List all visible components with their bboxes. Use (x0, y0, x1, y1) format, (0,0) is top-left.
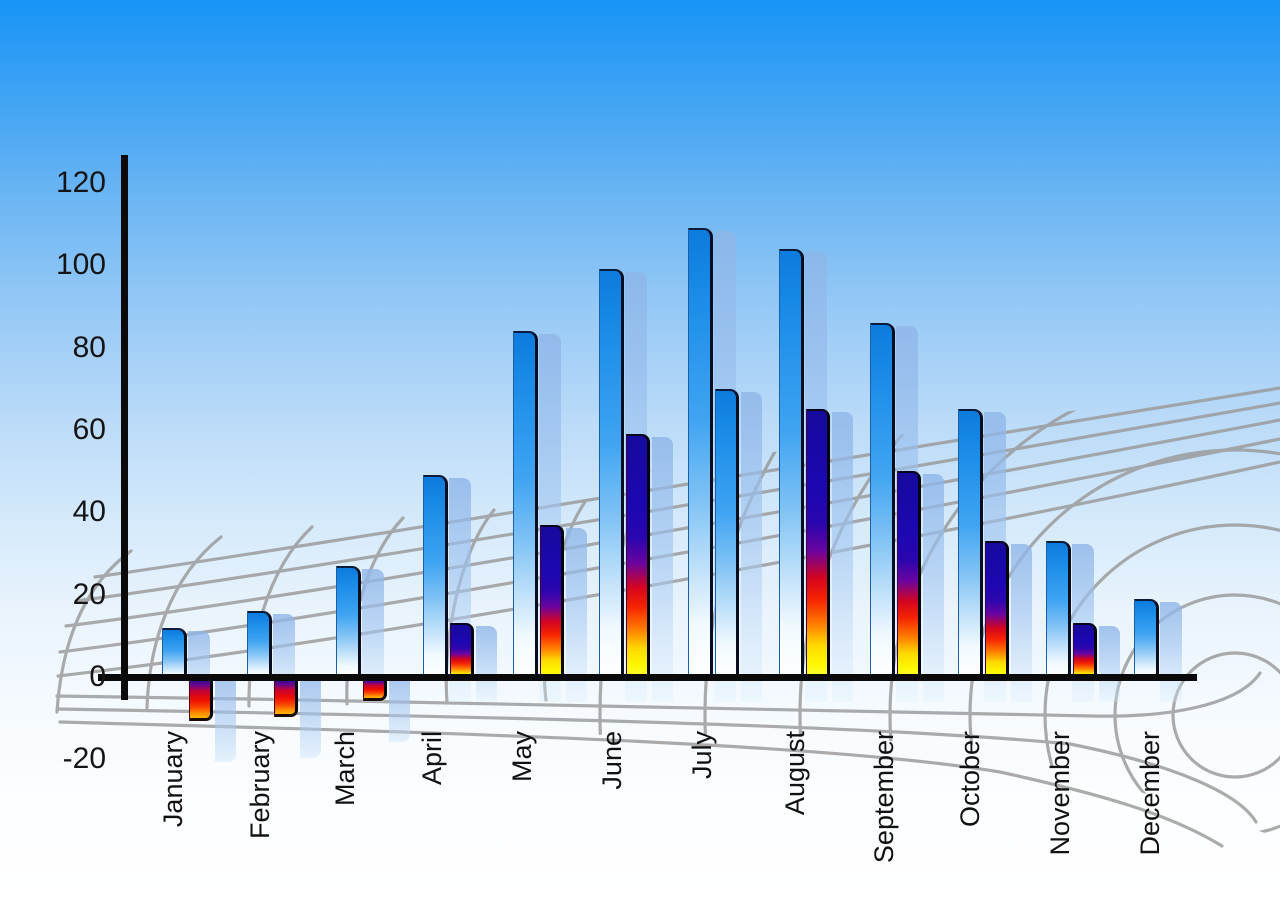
x-label-march: March (330, 731, 360, 807)
y-axis-line (121, 155, 128, 700)
bar-shadow-march-primary (362, 569, 384, 702)
x-label-may: May (507, 731, 537, 783)
x-label-april: April (417, 731, 447, 786)
bar-september-secondary (897, 471, 921, 680)
bar-shadow-february-secondary (300, 679, 321, 758)
bar-shadow-august-secondary (832, 412, 853, 702)
y-tick-label-100: 100 (55, 248, 106, 281)
bar-april-secondary (450, 623, 474, 680)
y-tick-label-40: 40 (72, 495, 106, 528)
bar-april-primary (423, 475, 448, 680)
y-tick-label-20: 20 (72, 578, 106, 611)
y-tick-label-120: 120 (55, 166, 106, 199)
x-label-july: July (687, 731, 717, 780)
x-label-october: October (955, 731, 985, 828)
bar-november-primary (1046, 541, 1071, 680)
x-label-january: January (158, 731, 188, 828)
bar-shadow-march-secondary (389, 679, 410, 742)
bar-shadow-october-secondary (1011, 544, 1032, 702)
bar-october-primary (958, 409, 983, 680)
bar-august-secondary (806, 409, 830, 680)
bar-july-secondary (715, 389, 739, 680)
x-label-september: September (869, 731, 899, 864)
bar-february-primary (247, 611, 272, 680)
bar-shadow-december-primary (1160, 602, 1182, 702)
bar-shadow-may-secondary (566, 528, 587, 702)
x-label-february: February (245, 731, 275, 840)
y-tick-label-60: 60 (72, 413, 106, 446)
bar-january-secondary (189, 680, 213, 721)
bar-may-secondary (540, 525, 564, 680)
bar-august-primary (779, 249, 804, 680)
bar-january-primary (162, 628, 187, 680)
bar-july-primary (688, 228, 713, 680)
y-tick-label-80: 80 (72, 331, 106, 364)
x-label-august: August (780, 731, 810, 816)
x-label-november: November (1045, 731, 1075, 856)
bar-shadow-june-secondary (652, 437, 673, 702)
bar-december-primary (1134, 599, 1159, 680)
bar-shadow-april-secondary (476, 626, 497, 702)
y-tick-label-0: 0 (89, 660, 106, 693)
bar-june-secondary (626, 434, 650, 680)
y-tick-label-neg20: -20 (62, 742, 106, 775)
x-label-december: December (1135, 731, 1165, 856)
bar-february-secondary (274, 680, 298, 717)
bar-shadow-january-secondary (215, 679, 236, 762)
x-label-june: June (597, 731, 627, 790)
x-axis-zero-line (98, 674, 1197, 681)
bar-june-primary (599, 269, 624, 680)
bar-october-secondary (985, 541, 1009, 680)
bar-september-primary (870, 323, 895, 680)
bar-march-secondary (363, 680, 387, 701)
bar-may-primary (513, 331, 538, 680)
bar-shadow-july-secondary (741, 392, 762, 702)
bar-november-secondary (1073, 623, 1097, 680)
bar-march-primary (336, 566, 361, 680)
bar-shadow-november-secondary (1099, 626, 1120, 702)
bar-shadow-september-secondary (923, 474, 944, 702)
